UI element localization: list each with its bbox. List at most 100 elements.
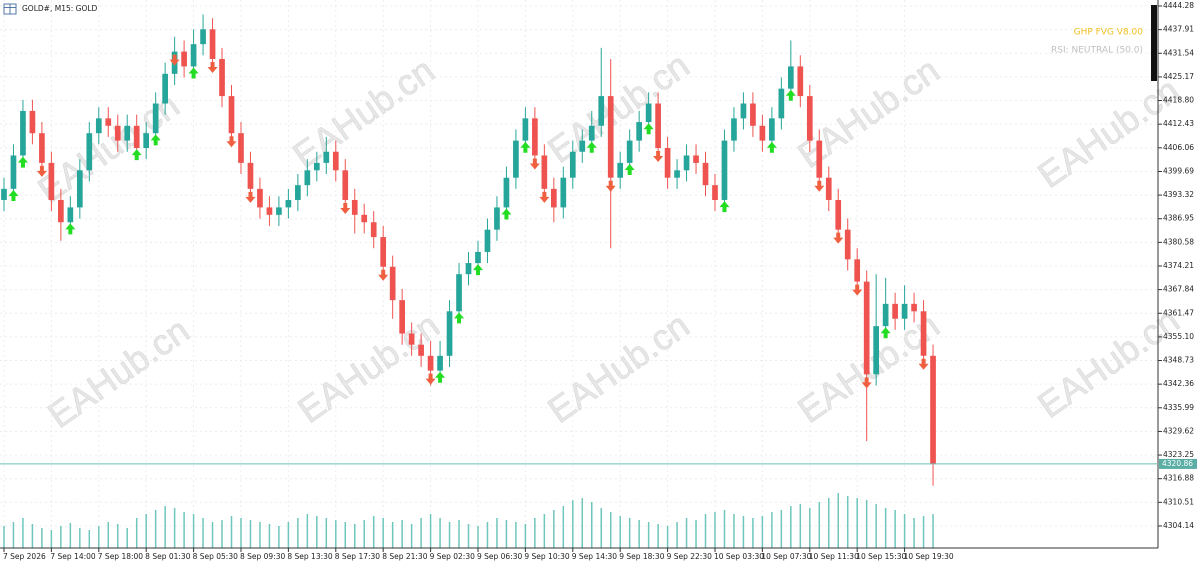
volume-bar [695,520,697,548]
candle-body [190,44,197,67]
volume-bar [657,524,659,548]
volume-bar [799,504,802,548]
candle-body [323,151,330,163]
volume [3,493,934,548]
candle-body [759,125,766,141]
volume-bar [591,502,593,548]
volume-bar [88,530,91,548]
candle-body [806,96,813,141]
buy-arrow [643,123,654,135]
volume-bar [107,522,110,548]
candle-body [626,140,633,163]
candle-body [266,207,273,215]
volume-bar [894,510,896,548]
candle-body [750,103,756,126]
buy-arrow [435,371,446,383]
candle-body [351,199,358,215]
candle-body [541,155,548,189]
volume-bar [22,518,24,548]
y-tick-label: 4393.32 [1163,190,1194,199]
candle-body [854,259,861,282]
volume-bar [401,520,403,548]
volume-bar [31,524,34,548]
candle-body [219,58,225,97]
buy-arrow [65,223,76,235]
buy-arrow [624,164,635,176]
candle-body [920,311,927,356]
y-tick-label: 4374.21 [1163,261,1194,270]
y-tick-label: 4316.88 [1163,474,1194,483]
candle-body [892,303,898,319]
buy-arrow [188,67,199,79]
volume-bar [638,520,640,548]
volume-bar [704,514,707,548]
sell-arrow [653,151,664,163]
candle-body [48,162,55,200]
volume-bar [771,512,773,548]
volume-bar [685,518,688,548]
candle-body [20,110,26,156]
candle-body [475,251,481,264]
volume-bar [3,526,5,548]
candles [1,14,936,486]
volume-bar [932,514,934,548]
volume-bar [818,502,821,548]
volume-bar [192,514,195,548]
candle-body [683,155,690,171]
volume-bar [325,518,328,548]
candle-body [532,118,538,156]
volume-bar [600,508,602,548]
volume-bar [335,520,337,548]
y-tick-label: 4335.99 [1163,403,1194,412]
volume-bar [268,524,271,548]
candle-body [769,118,775,141]
buy-arrow [131,149,142,161]
volume-bar [372,516,375,548]
volume-bar [98,526,100,548]
volume-bar [505,520,508,548]
candle-body [588,125,595,141]
volume-bar [780,510,783,548]
y-tick-label: 4444.28 [1163,1,1194,10]
sell-arrow [833,232,844,244]
candle-body [607,96,614,178]
candle-body [446,311,453,356]
volume-bar [534,518,536,548]
volume-bar [875,504,877,548]
y-tick-label: 4431.54 [1163,48,1194,57]
watermark: EAHub.cn [540,44,696,171]
volume-bar [676,522,678,548]
volume-bar [543,514,546,548]
buy-arrow [785,89,796,101]
volume-bar [363,520,365,548]
volume-bar [752,518,754,548]
y-tick-label: 4386.95 [1163,214,1194,223]
symbol-title: GOLD#, M15: GOLD [22,4,98,13]
y-tick-label: 4412.43 [1163,119,1194,128]
volume-bar [790,506,792,548]
y-tick-label: 4310.51 [1163,497,1194,506]
buy-arrow [17,156,28,168]
candle-body [816,140,823,178]
x-tick-label: 10 Sep 03:30 [714,552,764,561]
y-tick-label: 4425.17 [1163,72,1194,81]
candle-body [503,177,510,208]
y-tick-label: 4437.91 [1163,25,1194,34]
volume-bar [647,522,650,548]
y-tick-label: 4367.84 [1163,285,1194,294]
volume-bar [164,506,166,548]
volume-bar [458,520,460,548]
volume-bar [69,523,72,548]
x-tick-label: 7 Sep 2026 [3,552,46,561]
volume-bar [486,522,489,548]
candle-body [152,103,159,134]
candle-body [39,133,45,163]
x-tick-label: 8 Sep 17:30 [335,552,381,561]
volume-bar [287,522,290,548]
candle-body [418,344,424,356]
volume-bar [306,514,309,548]
volume-bar [619,516,621,548]
watermark: EAHub.cn [285,49,441,176]
candle-body [645,103,652,123]
indicator-name: GHP FVG V8.00 [1074,28,1144,38]
